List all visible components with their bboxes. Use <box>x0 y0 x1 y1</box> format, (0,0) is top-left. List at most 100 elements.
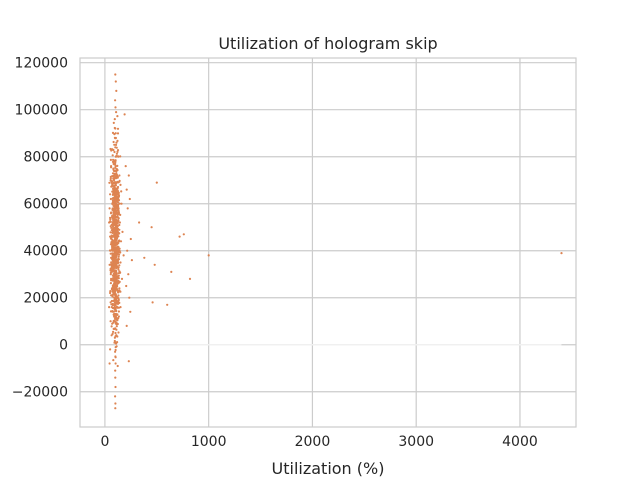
data-point <box>114 99 117 102</box>
data-point <box>182 233 185 236</box>
data-point <box>115 141 118 144</box>
data-point <box>130 259 133 262</box>
data-point <box>111 302 114 306</box>
data-point <box>120 277 124 280</box>
data-point <box>119 213 122 216</box>
data-point <box>114 356 117 359</box>
data-point <box>118 202 121 205</box>
data-point <box>111 154 114 157</box>
y-tick-label: 100000 <box>15 103 68 119</box>
data-point <box>115 305 118 308</box>
data-point <box>114 237 117 240</box>
data-point <box>118 287 121 290</box>
data-point <box>111 332 114 335</box>
data-point <box>114 189 117 192</box>
data-point <box>116 196 119 199</box>
data-point <box>108 362 111 365</box>
data-point <box>109 282 112 285</box>
data-point <box>118 232 121 235</box>
data-point <box>111 225 114 228</box>
data-point <box>113 250 116 253</box>
data-point <box>116 199 119 203</box>
data-point <box>116 132 120 135</box>
data-point <box>113 283 116 286</box>
data-point <box>116 187 119 190</box>
data-point <box>108 306 111 309</box>
data-point <box>115 111 118 114</box>
chart-title: Utilization of hologram skip <box>218 34 437 53</box>
data-point <box>110 226 113 229</box>
data-point <box>112 330 115 333</box>
data-point <box>113 231 116 234</box>
data-point <box>116 335 119 338</box>
data-points <box>108 73 563 410</box>
data-point <box>114 369 117 372</box>
data-point <box>113 194 116 197</box>
data-point <box>115 342 118 345</box>
data-point <box>117 294 120 297</box>
plot-frame <box>79 57 577 428</box>
data-point <box>117 315 120 318</box>
data-point <box>115 328 118 331</box>
data-point <box>126 249 129 252</box>
data-point <box>109 301 112 304</box>
x-axis-title: Utilization (%) <box>272 459 385 478</box>
data-point <box>116 211 119 214</box>
data-point <box>125 284 128 288</box>
data-point <box>114 385 117 389</box>
data-point <box>117 290 120 293</box>
data-point <box>128 296 131 299</box>
data-point <box>111 248 114 251</box>
data-point <box>116 127 120 130</box>
data-point <box>116 150 119 153</box>
data-point <box>114 213 117 216</box>
data-point <box>114 203 117 206</box>
data-point <box>129 237 132 241</box>
data-point <box>114 159 117 162</box>
data-point <box>112 175 115 178</box>
data-point <box>115 173 118 176</box>
data-point <box>115 198 118 201</box>
data-point <box>110 211 113 214</box>
data-point <box>109 291 112 295</box>
data-point <box>116 300 120 303</box>
data-point <box>117 268 120 271</box>
data-point <box>109 197 112 201</box>
data-point <box>113 143 116 146</box>
data-point <box>115 313 119 317</box>
data-point <box>114 201 117 205</box>
y-tick-label: 20000 <box>23 291 68 307</box>
data-point <box>110 261 113 264</box>
data-point <box>110 325 113 328</box>
data-point <box>115 345 118 348</box>
data-point <box>114 160 117 164</box>
data-point <box>115 266 118 269</box>
data-point <box>127 174 130 177</box>
data-point <box>114 269 117 272</box>
data-point <box>112 227 115 230</box>
y-tick-label: 0 <box>59 338 68 354</box>
data-point <box>113 265 116 268</box>
data-point <box>112 190 115 193</box>
data-point <box>111 238 114 241</box>
data-point <box>170 270 173 273</box>
data-point <box>112 222 115 225</box>
y-tick-label: 60000 <box>23 197 68 213</box>
data-point <box>112 321 115 324</box>
data-point <box>114 169 117 172</box>
data-point <box>108 181 111 184</box>
data-point <box>112 162 115 165</box>
data-point <box>114 73 117 76</box>
data-point <box>110 236 113 239</box>
data-point <box>116 192 119 195</box>
data-point <box>118 247 121 250</box>
data-point <box>128 197 131 201</box>
data-point <box>116 168 119 171</box>
data-point <box>109 147 112 151</box>
data-point <box>109 218 112 221</box>
data-point <box>112 161 115 164</box>
data-point <box>109 220 112 223</box>
data-point <box>116 249 119 252</box>
data-point <box>110 223 113 226</box>
